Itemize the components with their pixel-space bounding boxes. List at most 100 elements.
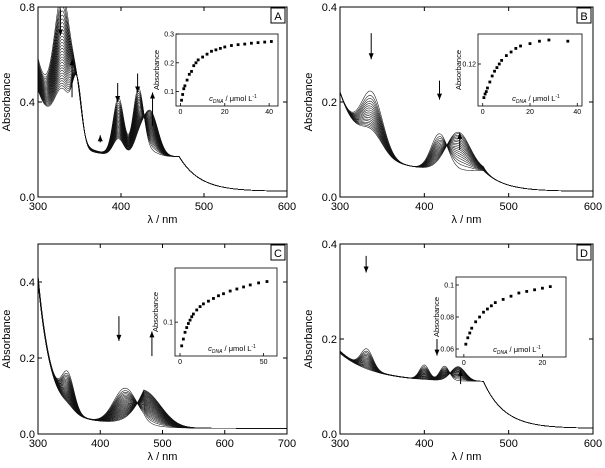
inset-x-tick-label: 0 [462,360,466,367]
panel-label: A [274,11,282,23]
inset-frame [175,33,279,107]
arrow-down-icon [115,83,121,102]
x-tick-label: 500 [499,201,517,213]
inset-x-label-symbol: c [512,94,516,103]
inset-x-label-superscript: -1 [555,94,560,100]
inset-y-tick-label: 0.2 [164,60,174,67]
y-tick-label: 0.0 [20,192,35,204]
arrow-down-icon [437,80,443,100]
panel-label: D [580,248,588,260]
y-tick-label: 0.2 [20,353,35,365]
panel-a: 300 400 500 600 0.0 0.4 0.8 λ / nm Absorbance A 0 2… [1,2,296,226]
y-tick-label: 0.0 [322,192,337,204]
inset-data-point [263,40,267,44]
inset-data-point [195,308,199,312]
inset-data-point [489,304,493,308]
inset-data-point [196,58,200,62]
inset-data-point [497,62,501,66]
inset-y-axis-label: Absorbance [152,50,161,90]
x-tick-label: 300 [29,201,47,213]
spectrum-line [340,352,593,429]
inset-data-point [192,64,196,68]
y-tick-label: 0.0 [20,429,35,441]
panel-label-box [576,244,592,261]
panel-label: B [580,11,587,23]
inset-data-point [187,72,191,76]
inset-data-point [205,52,209,56]
x-tick-label: 600 [584,201,602,213]
inset-data-point [183,84,187,88]
inset-data-point [249,41,253,45]
spectrum-line [340,351,593,429]
spectrum-line [340,351,593,429]
inset-data-point [528,42,532,45]
arrow-down-icon [57,9,63,36]
inset-x-label-unit: / μmol L [223,94,252,103]
panel-label: C [274,248,282,260]
spectrum-line [340,352,593,429]
inset-data-point [533,288,536,292]
inset-data-point [468,331,472,335]
spectra-curves [38,7,287,192]
inset-data-point [464,342,468,346]
inset-data-point [212,297,215,300]
spectrum-line [340,351,593,429]
inset-data-point [509,294,513,298]
spectrum-line [340,352,593,429]
inset-data-point [222,292,225,296]
inset-x-label-superscript: -1 [252,94,257,100]
inset-data-point [242,285,245,289]
inset-y-tick-label: 0.1 [163,320,173,327]
inset-data-point [186,322,190,325]
inset-data-point [509,50,513,54]
inset-x-label-subscript: DNA [212,349,223,355]
inset-x-label-symbol: c [493,345,497,354]
spectrum-line [340,348,593,429]
inset-x-axis-label: cDNA / μmol L-1 [493,345,541,356]
inset-data-point [566,39,570,43]
inset-data-point [547,38,551,42]
spectrum-line [340,352,593,429]
inset-data-point [180,344,184,348]
inset-data-point [235,287,239,291]
inset-data-point [218,47,222,50]
inset-data-point [180,98,183,102]
inset-data-point [223,45,227,49]
inset-data-point [217,294,220,298]
inset-data-point [548,285,552,288]
y-axis-label: Absorbance [1,310,13,369]
inset-x-label-symbol: c [209,94,213,103]
spectrum-line [340,350,593,429]
inset-data-point [201,55,205,59]
inset-data-point [265,280,269,283]
arrow-up-icon [458,369,464,385]
inset-x-tick-label: 20 [526,109,534,116]
x-axis-label: λ / nm [148,451,178,463]
inset-data-point [243,42,247,46]
x-axis-label: λ / nm [452,214,482,226]
inset-data-point [230,44,233,47]
inset-x-label-symbol: c [208,344,212,353]
arrow-down-icon [97,135,103,143]
inset-data-point [181,93,185,96]
inset-data-point [504,54,508,57]
inset-data-point [228,289,232,293]
spectrum-line [38,74,287,192]
x-tick-label: 700 [278,438,296,450]
inset-data-point [478,315,481,319]
panel-label-box [270,7,286,24]
inset-x-axis-label: cDNA / μmol L-1 [512,94,560,105]
x-tick-label: 400 [91,438,109,450]
inset-data-point [486,307,489,311]
inset-y-axis-label: Absorbance [151,292,160,332]
arrow-up-icon [149,331,155,357]
inset-x-tick-label: 20 [539,360,547,367]
x-axis-label: λ / nm [452,451,482,463]
inset-data-point [185,78,189,82]
inset-x-tick-label: 50 [260,359,268,366]
inset-x-axis-label: cDNA / μmol L-1 [208,344,256,355]
x-tick-label: 400 [415,201,433,213]
inset-y-tick-label: 0.12 [462,62,476,69]
